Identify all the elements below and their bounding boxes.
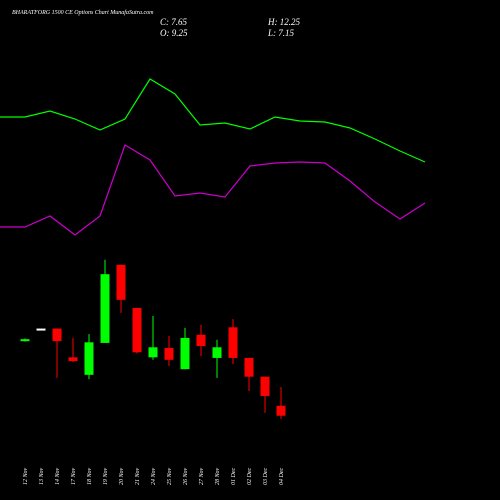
x-tick-label: 21 Nov: [135, 467, 141, 485]
x-tick-label: 17 Nov: [71, 467, 77, 485]
x-tick-label: 25 Nov: [167, 467, 173, 485]
candle-body: [68, 357, 78, 362]
x-tick-label: 26 Nov: [183, 467, 189, 485]
candle-body: [196, 334, 206, 347]
candle-body: [132, 307, 142, 353]
candle-body: [244, 357, 254, 377]
close-info: C: 7.65: [160, 17, 188, 27]
candle-body: [36, 328, 46, 331]
candle-body: [84, 342, 94, 375]
candle-body: [148, 347, 158, 358]
x-tick-label: 03 Dec: [263, 468, 269, 485]
x-tick-label: 27 Nov: [199, 467, 205, 485]
candle-body: [180, 337, 190, 370]
x-tick-label: 02 Dec: [247, 468, 253, 485]
x-tick-label: 01 Dec: [231, 468, 237, 485]
candle-body: [260, 376, 270, 397]
chart-title: BHARATFORG 1500 CE Options Chart MunafaS…: [12, 9, 154, 16]
x-tick-label: 20 Nov: [119, 467, 125, 485]
x-tick-label: 04 Dec: [278, 468, 285, 485]
x-tick-label: 18 Nov: [87, 467, 93, 485]
x-tick-label: 14 Nov: [54, 467, 61, 485]
candle-body: [228, 327, 238, 358]
x-tick-label: 28 Nov: [215, 467, 221, 485]
candle-body: [52, 328, 62, 342]
candle-body: [276, 405, 286, 416]
x-tick-label: 19 Nov: [103, 467, 109, 485]
indicator-line: [0, 144, 426, 236]
low-info: L: 7.15: [267, 28, 295, 38]
candle-body: [100, 274, 110, 343]
x-tick-label: 12 Nov: [23, 467, 29, 485]
candle-body: [212, 347, 222, 358]
x-tick-label: 24 Nov: [150, 467, 157, 485]
x-tick-label: 13 Nov: [39, 467, 45, 485]
open-info: O: 9.25: [160, 28, 188, 38]
candle-body: [164, 347, 174, 360]
candle-body: [116, 264, 126, 300]
high-info: H: 12.25: [267, 17, 300, 27]
indicator-line: [0, 78, 426, 163]
candle-body: [20, 339, 30, 342]
